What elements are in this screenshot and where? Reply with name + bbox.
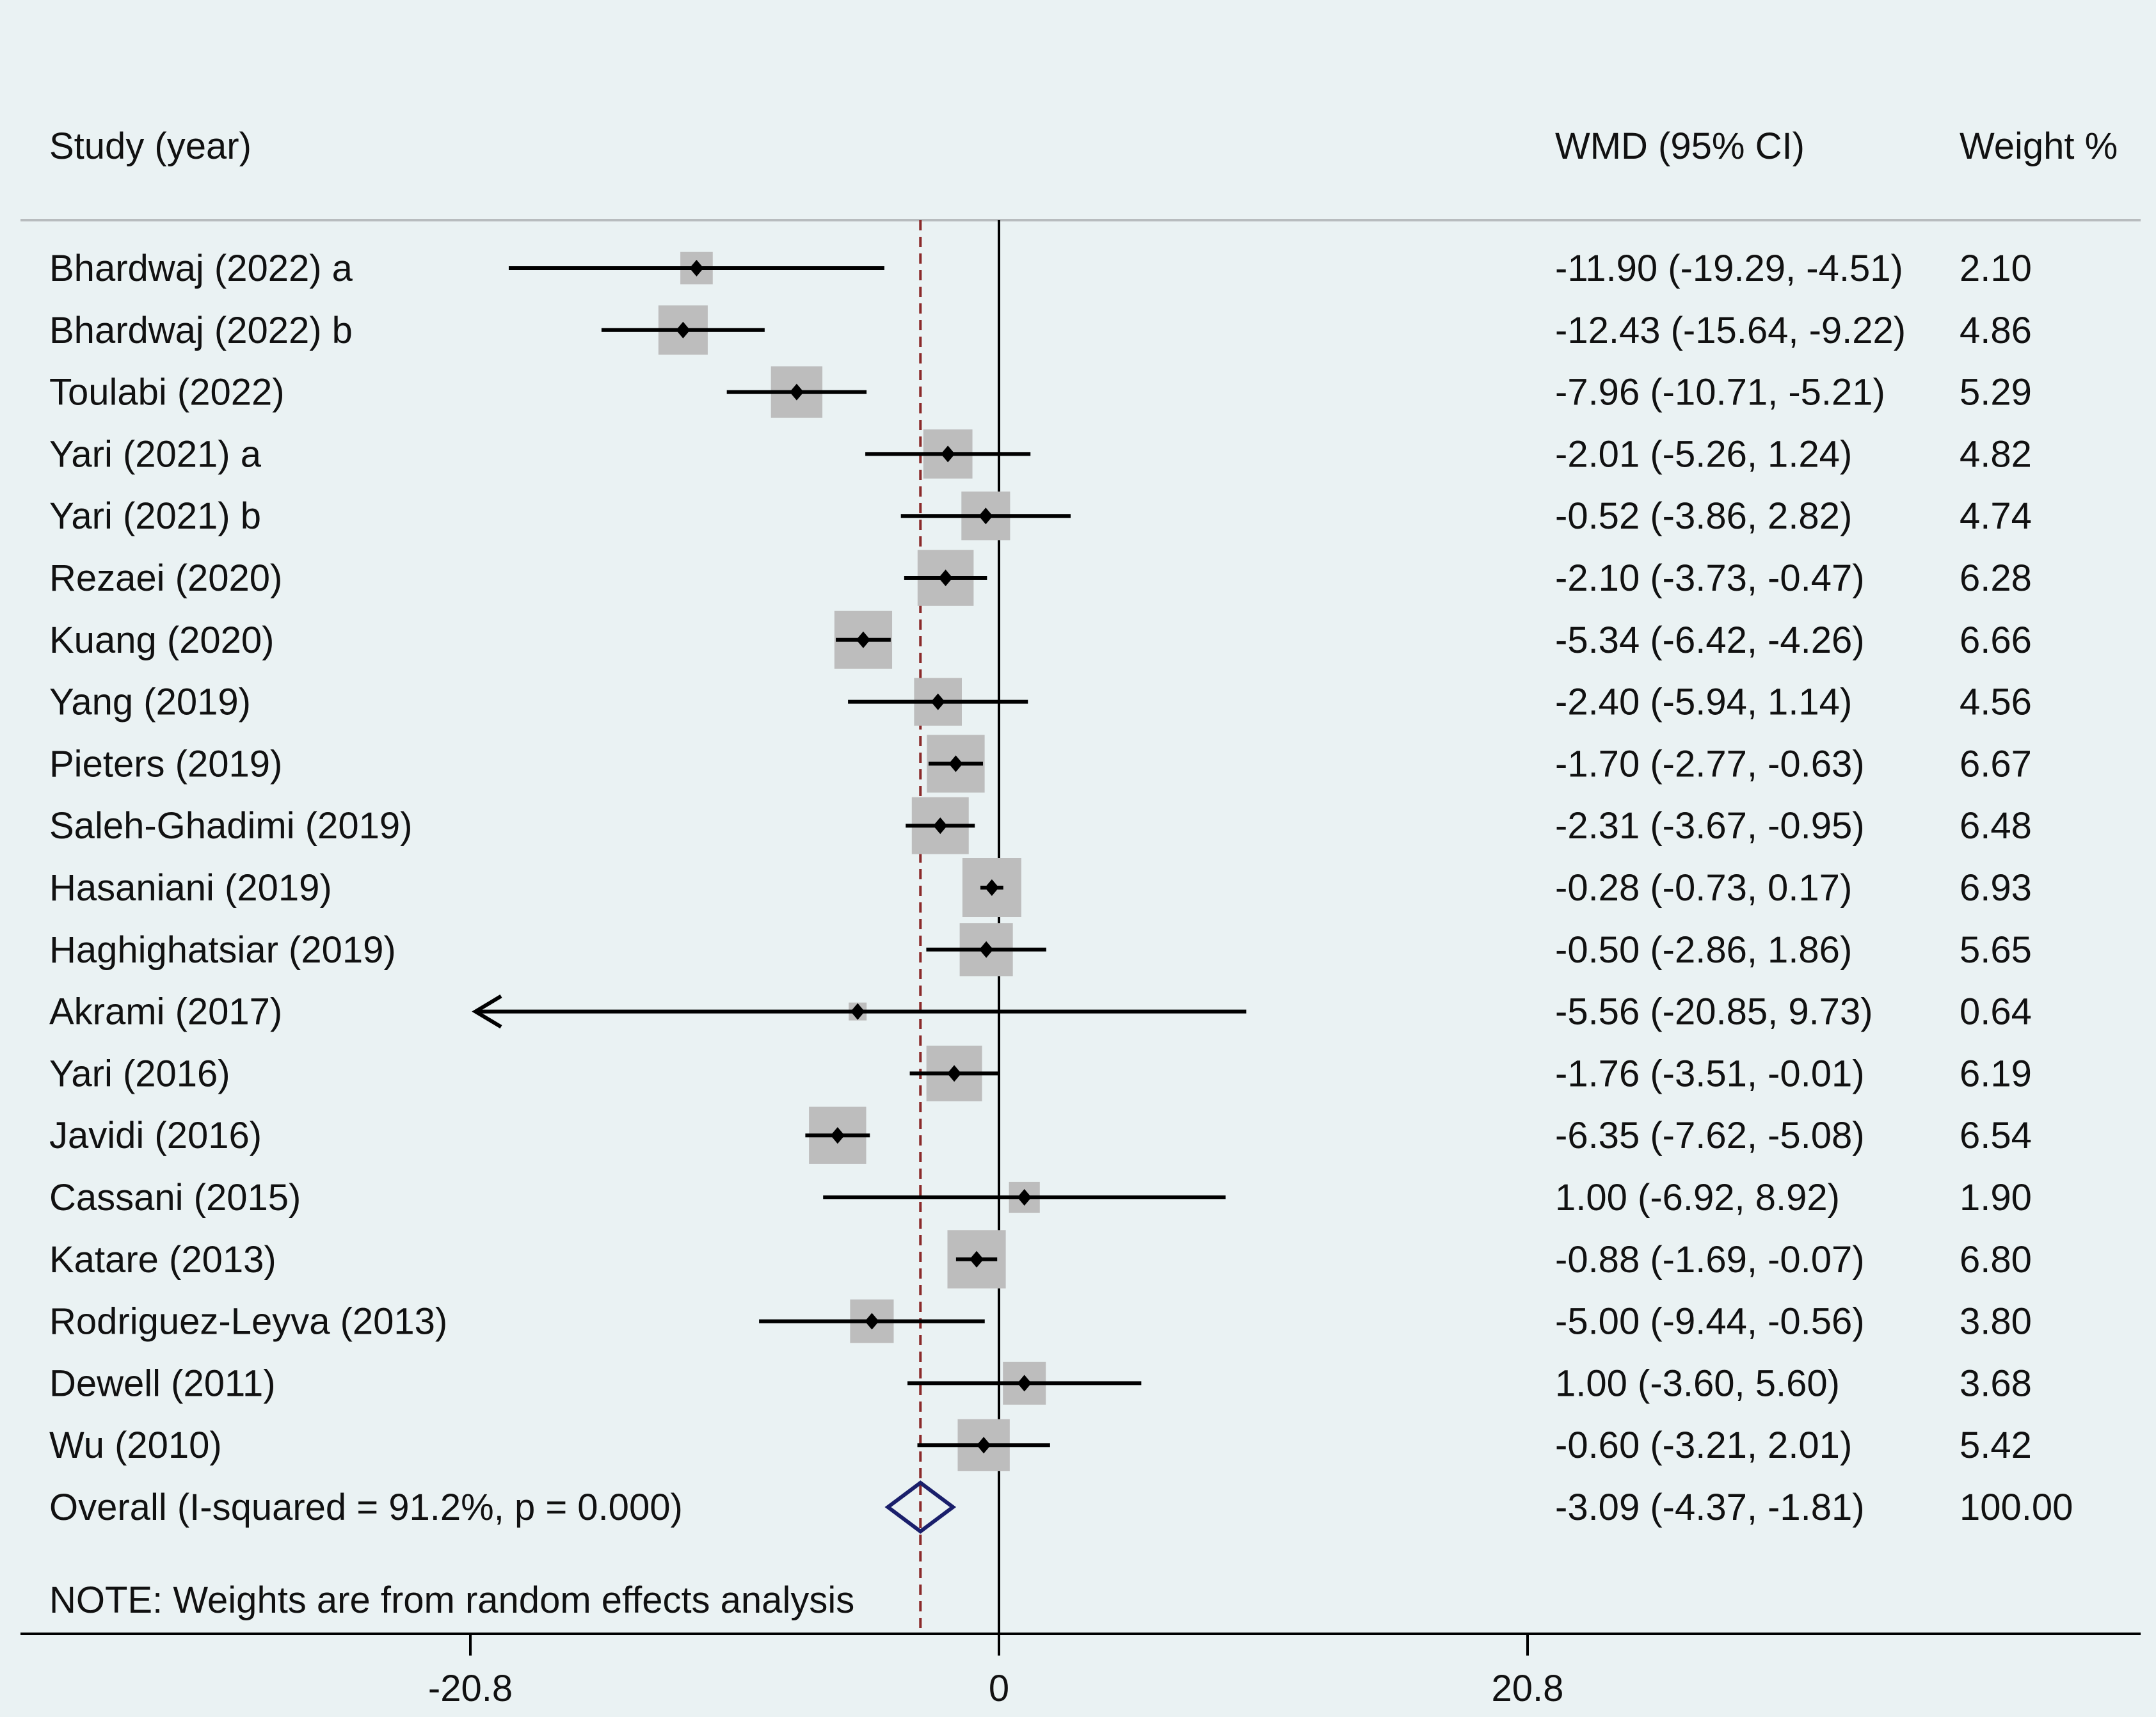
study-label: Hasaniani (2019) <box>49 867 332 909</box>
point-estimate <box>676 321 691 339</box>
study-ci-text: -0.88 (-1.69, -0.07) <box>1555 1239 1865 1281</box>
study-label: Toulabi (2022) <box>49 372 285 413</box>
study-ci-text: -5.00 (-9.44, -0.56) <box>1555 1301 1865 1343</box>
point-estimate <box>865 1313 879 1330</box>
note-text: NOTE: Weights are from random effects an… <box>49 1579 854 1621</box>
study-ci-text: -11.90 (-19.29, -4.51) <box>1555 248 1903 289</box>
study-label: Javidi (2016) <box>49 1115 262 1156</box>
point-estimate <box>1017 1375 1032 1392</box>
study-label: Dewell (2011) <box>49 1362 276 1404</box>
x-axis: -20.8 0 20.8 <box>20 1633 2141 1709</box>
study-ci-text: -0.28 (-0.73, 0.17) <box>1555 867 1852 909</box>
point-estimate <box>984 879 999 896</box>
study-weight-text: 3.68 <box>1960 1362 2032 1404</box>
study-weight-text: 4.86 <box>1960 310 2032 351</box>
study-label: Cassani (2015) <box>49 1177 301 1218</box>
study-ci-text: -5.34 (-6.42, -4.26) <box>1555 619 1865 661</box>
study-ci-text: -2.31 (-3.67, -0.95) <box>1555 805 1865 847</box>
study-ci-text: -0.52 (-3.86, 2.82) <box>1555 495 1852 537</box>
study-label: Bhardwaj (2022) a <box>49 248 353 289</box>
study-ci-text: -2.40 (-5.94, 1.14) <box>1555 682 1852 723</box>
point-estimate <box>977 1437 991 1454</box>
confidence-intervals <box>472 260 1247 1454</box>
study-label: Bhardwaj (2022) b <box>49 310 353 351</box>
text-labels: Study (year) WMD (95% CI) Weight % NOTE:… <box>49 125 2118 1621</box>
overall-label: Overall (I-squared = 91.2%, p = 0.000) <box>49 1487 683 1528</box>
study-label: Yang (2019) <box>49 682 251 723</box>
study-weight-text: 5.42 <box>1960 1425 2032 1466</box>
study-label: Yari (2016) <box>49 1053 230 1094</box>
study-ci-text: -6.35 (-7.62, -5.08) <box>1555 1115 1865 1156</box>
study-label: Pieters (2019) <box>49 743 282 785</box>
study-weight-text: 0.64 <box>1960 991 2032 1033</box>
study-ci-text: -2.01 (-5.26, 1.24) <box>1555 433 1852 475</box>
x-tick-label: -20.8 <box>428 1668 513 1709</box>
study-label: Yari (2021) b <box>49 495 261 537</box>
study-label: Akrami (2017) <box>49 991 282 1033</box>
study-weight-text: 6.66 <box>1960 619 2032 661</box>
study-weight-text: 2.10 <box>1960 248 2032 289</box>
point-estimate <box>947 1065 962 1082</box>
x-tick-label: 20.8 <box>1492 1668 1564 1709</box>
point-estimate <box>856 631 870 648</box>
point-estimate <box>1017 1189 1032 1206</box>
point-estimate <box>978 507 993 525</box>
point-estimate <box>938 570 953 586</box>
study-ci-text: -1.70 (-2.77, -0.63) <box>1555 743 1865 785</box>
overall-ci-text: -3.09 (-4.37, -1.81) <box>1555 1487 1865 1528</box>
point-estimate <box>970 1250 984 1268</box>
overall-estimate <box>884 1480 957 1534</box>
study-ci-text: -12.43 (-15.64, -9.22) <box>1555 310 1906 351</box>
point-estimate <box>948 755 963 772</box>
study-ci-text: -7.96 (-10.71, -5.21) <box>1555 372 1885 413</box>
overall-weight-text: 100.00 <box>1960 1487 2073 1528</box>
study-ci-text: 1.00 (-3.60, 5.60) <box>1555 1362 1840 1404</box>
point-estimate <box>689 260 704 276</box>
point-estimate <box>930 693 945 710</box>
study-label: Rezaei (2020) <box>49 557 282 599</box>
study-weight-text: 4.74 <box>1960 495 2032 537</box>
study-label: Wu (2010) <box>49 1425 222 1466</box>
study-label: Haghighatsiar (2019) <box>49 929 396 971</box>
study-ci-text: -0.50 (-2.86, 1.86) <box>1555 929 1852 971</box>
point-estimate <box>979 941 994 958</box>
study-weight-text: 6.80 <box>1960 1239 2032 1281</box>
study-ci-text: -2.10 (-3.73, -0.47) <box>1555 557 1865 599</box>
x-tick-label: 0 <box>989 1668 1009 1709</box>
point-estimate <box>850 1003 865 1020</box>
study-weight-text: 5.65 <box>1960 929 2032 971</box>
header-study: Study (year) <box>49 125 252 167</box>
header-effect: WMD (95% CI) <box>1555 125 1805 167</box>
ci-arrow-left-icon <box>472 994 502 1029</box>
point-estimate <box>933 817 948 835</box>
study-weight-text: 6.48 <box>1960 805 2032 847</box>
point-estimate <box>789 383 804 401</box>
point-estimate <box>941 445 955 463</box>
header-weight: Weight % <box>1960 125 2118 167</box>
study-weight-text: 6.93 <box>1960 867 2032 909</box>
study-ci-text: -0.60 (-3.21, 2.01) <box>1555 1425 1852 1466</box>
point-estimate <box>830 1127 845 1144</box>
study-label: Katare (2013) <box>49 1239 276 1281</box>
study-ci-text: -5.56 (-20.85, 9.73) <box>1555 991 1873 1033</box>
study-label: Yari (2021) a <box>49 433 262 475</box>
study-weight-text: 6.54 <box>1960 1115 2032 1156</box>
study-label: Rodriguez-Leyva (2013) <box>49 1301 447 1343</box>
study-ci-text: -1.76 (-3.51, -0.01) <box>1555 1053 1865 1094</box>
study-label: Kuang (2020) <box>49 619 274 661</box>
study-weight-text: 3.80 <box>1960 1301 2032 1343</box>
study-weight-text: 4.56 <box>1960 682 2032 723</box>
study-weight-text: 6.28 <box>1960 557 2032 599</box>
study-weight-text: 5.29 <box>1960 372 2032 413</box>
study-weight-text: 6.67 <box>1960 743 2032 785</box>
study-label: Saleh-Ghadimi (2019) <box>49 805 412 847</box>
study-weight-text: 6.19 <box>1960 1053 2032 1094</box>
study-weight-text: 4.82 <box>1960 433 2032 475</box>
study-weight-text: 1.90 <box>1960 1177 2032 1218</box>
study-ci-text: 1.00 (-6.92, 8.92) <box>1555 1177 1840 1218</box>
overall-diamond <box>884 1480 957 1534</box>
